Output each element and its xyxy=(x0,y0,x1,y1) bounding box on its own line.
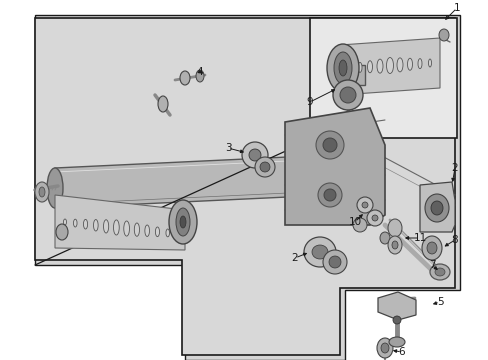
Text: 8: 8 xyxy=(451,235,457,245)
Ellipse shape xyxy=(155,227,159,237)
Text: 1: 1 xyxy=(453,3,459,13)
Ellipse shape xyxy=(367,61,372,73)
Ellipse shape xyxy=(176,208,190,236)
Ellipse shape xyxy=(438,29,448,41)
Ellipse shape xyxy=(333,52,351,84)
Polygon shape xyxy=(285,108,384,225)
Ellipse shape xyxy=(158,96,168,112)
Ellipse shape xyxy=(352,218,366,232)
Ellipse shape xyxy=(429,264,449,280)
Ellipse shape xyxy=(328,256,340,268)
Ellipse shape xyxy=(144,225,149,237)
Ellipse shape xyxy=(427,59,430,67)
Ellipse shape xyxy=(39,187,45,197)
Ellipse shape xyxy=(430,201,442,215)
Ellipse shape xyxy=(396,58,402,72)
Ellipse shape xyxy=(326,44,358,92)
Ellipse shape xyxy=(379,232,389,244)
Ellipse shape xyxy=(254,157,274,177)
Text: 4: 4 xyxy=(196,67,203,77)
Ellipse shape xyxy=(366,210,382,226)
Ellipse shape xyxy=(387,236,401,254)
Ellipse shape xyxy=(123,221,129,236)
Ellipse shape xyxy=(196,70,203,82)
Ellipse shape xyxy=(386,58,393,73)
Polygon shape xyxy=(339,38,439,95)
Text: 2: 2 xyxy=(291,253,298,263)
Ellipse shape xyxy=(134,223,139,236)
Ellipse shape xyxy=(356,197,372,213)
Ellipse shape xyxy=(47,168,63,208)
Ellipse shape xyxy=(176,231,179,237)
Text: 3: 3 xyxy=(224,143,231,153)
Ellipse shape xyxy=(376,59,382,73)
Ellipse shape xyxy=(56,224,68,240)
Ellipse shape xyxy=(348,64,351,72)
Ellipse shape xyxy=(376,338,392,358)
Text: 6: 6 xyxy=(398,347,405,357)
Polygon shape xyxy=(377,292,415,320)
Text: 7: 7 xyxy=(428,260,434,270)
Ellipse shape xyxy=(317,183,341,207)
Text: 10: 10 xyxy=(348,217,361,227)
Ellipse shape xyxy=(35,182,49,202)
Ellipse shape xyxy=(388,337,404,347)
Ellipse shape xyxy=(371,215,377,221)
Ellipse shape xyxy=(361,202,367,208)
Ellipse shape xyxy=(180,71,190,85)
Polygon shape xyxy=(35,18,454,355)
Ellipse shape xyxy=(242,142,267,168)
Bar xyxy=(334,65,364,85)
Ellipse shape xyxy=(165,229,169,237)
Polygon shape xyxy=(35,15,459,360)
Ellipse shape xyxy=(248,149,261,161)
Ellipse shape xyxy=(392,316,400,324)
Ellipse shape xyxy=(73,219,77,227)
Ellipse shape xyxy=(407,58,412,70)
Ellipse shape xyxy=(421,236,441,260)
Polygon shape xyxy=(55,155,329,208)
Ellipse shape xyxy=(103,220,108,233)
Ellipse shape xyxy=(434,268,444,276)
Ellipse shape xyxy=(323,250,346,274)
Ellipse shape xyxy=(332,80,362,110)
Text: 11: 11 xyxy=(412,233,426,243)
Ellipse shape xyxy=(83,219,87,229)
Ellipse shape xyxy=(426,242,436,254)
Ellipse shape xyxy=(357,62,361,72)
Ellipse shape xyxy=(315,131,343,159)
Polygon shape xyxy=(55,195,184,250)
Ellipse shape xyxy=(180,216,185,228)
Ellipse shape xyxy=(169,200,197,244)
Ellipse shape xyxy=(113,220,119,235)
Ellipse shape xyxy=(339,87,355,103)
Text: 2: 2 xyxy=(451,163,457,173)
Ellipse shape xyxy=(93,220,98,231)
Ellipse shape xyxy=(338,60,346,76)
Ellipse shape xyxy=(417,59,421,69)
Polygon shape xyxy=(419,182,454,232)
Ellipse shape xyxy=(260,162,269,172)
Ellipse shape xyxy=(324,189,335,201)
Ellipse shape xyxy=(323,138,336,152)
Ellipse shape xyxy=(424,194,448,222)
Ellipse shape xyxy=(387,219,401,237)
Ellipse shape xyxy=(63,219,66,225)
Ellipse shape xyxy=(304,237,335,267)
Text: 9: 9 xyxy=(306,97,313,107)
Ellipse shape xyxy=(391,241,397,249)
Ellipse shape xyxy=(380,343,388,353)
Ellipse shape xyxy=(311,245,327,259)
Text: 5: 5 xyxy=(436,297,443,307)
Bar xyxy=(309,18,456,138)
Ellipse shape xyxy=(319,153,339,197)
